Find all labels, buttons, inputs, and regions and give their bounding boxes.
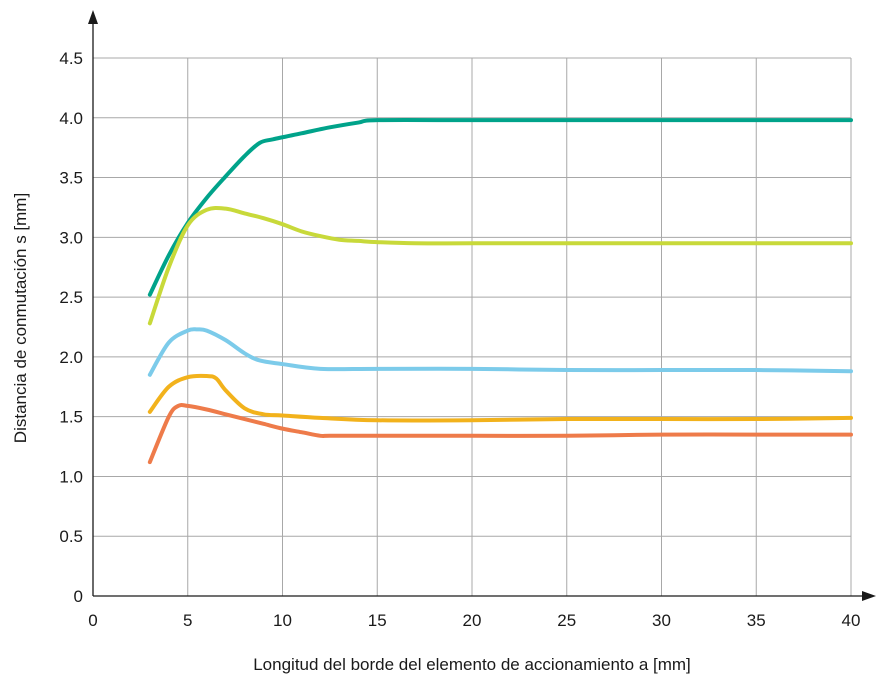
x-tick-label: 40 xyxy=(842,611,861,630)
x-axis-title: Longitud del borde del elemento de accio… xyxy=(253,655,691,674)
y-tick-label: 1.5 xyxy=(59,408,83,427)
axes xyxy=(88,10,876,601)
y-tick-label: 4.5 xyxy=(59,49,83,68)
x-tick-label: 0 xyxy=(88,611,97,630)
y-axis-title: Distancia de conmutación s [mm] xyxy=(11,193,30,443)
x-tick-label: 10 xyxy=(273,611,292,630)
y-tick-label: 0.5 xyxy=(59,527,83,546)
tick-labels: 0 5 10 15 20 25 30 35 40 0 0.5 1.0 1.5 2.0 2.5 3.0 3.5 4.… xyxy=(59,49,860,630)
series-line-4 xyxy=(147,373,853,423)
y-tick-label: 3.0 xyxy=(59,228,83,247)
x-tick-label: 5 xyxy=(183,611,192,630)
series-line-1 xyxy=(147,117,853,297)
series-line-2 xyxy=(147,205,853,326)
grid xyxy=(93,57,852,596)
y-tick-label: 3.5 xyxy=(59,169,83,188)
x-tick-label: 25 xyxy=(557,611,576,630)
y-tick-label: 1.0 xyxy=(59,467,83,486)
x-tick-label: 20 xyxy=(463,611,482,630)
y-tick-label: 2.0 xyxy=(59,348,83,367)
y-tick-label: 2.5 xyxy=(59,288,83,307)
series-line-5 xyxy=(147,402,853,465)
y-axis-arrow xyxy=(88,10,98,24)
x-tick-label: 30 xyxy=(652,611,671,630)
x-tick-label: 15 xyxy=(368,611,387,630)
x-axis-arrow xyxy=(862,591,876,601)
y-tick-label: 0 xyxy=(74,587,83,606)
y-tick-label: 4.0 xyxy=(59,109,83,128)
x-tick-label: 35 xyxy=(747,611,766,630)
series-line-3 xyxy=(147,327,853,377)
series-group xyxy=(147,117,853,465)
